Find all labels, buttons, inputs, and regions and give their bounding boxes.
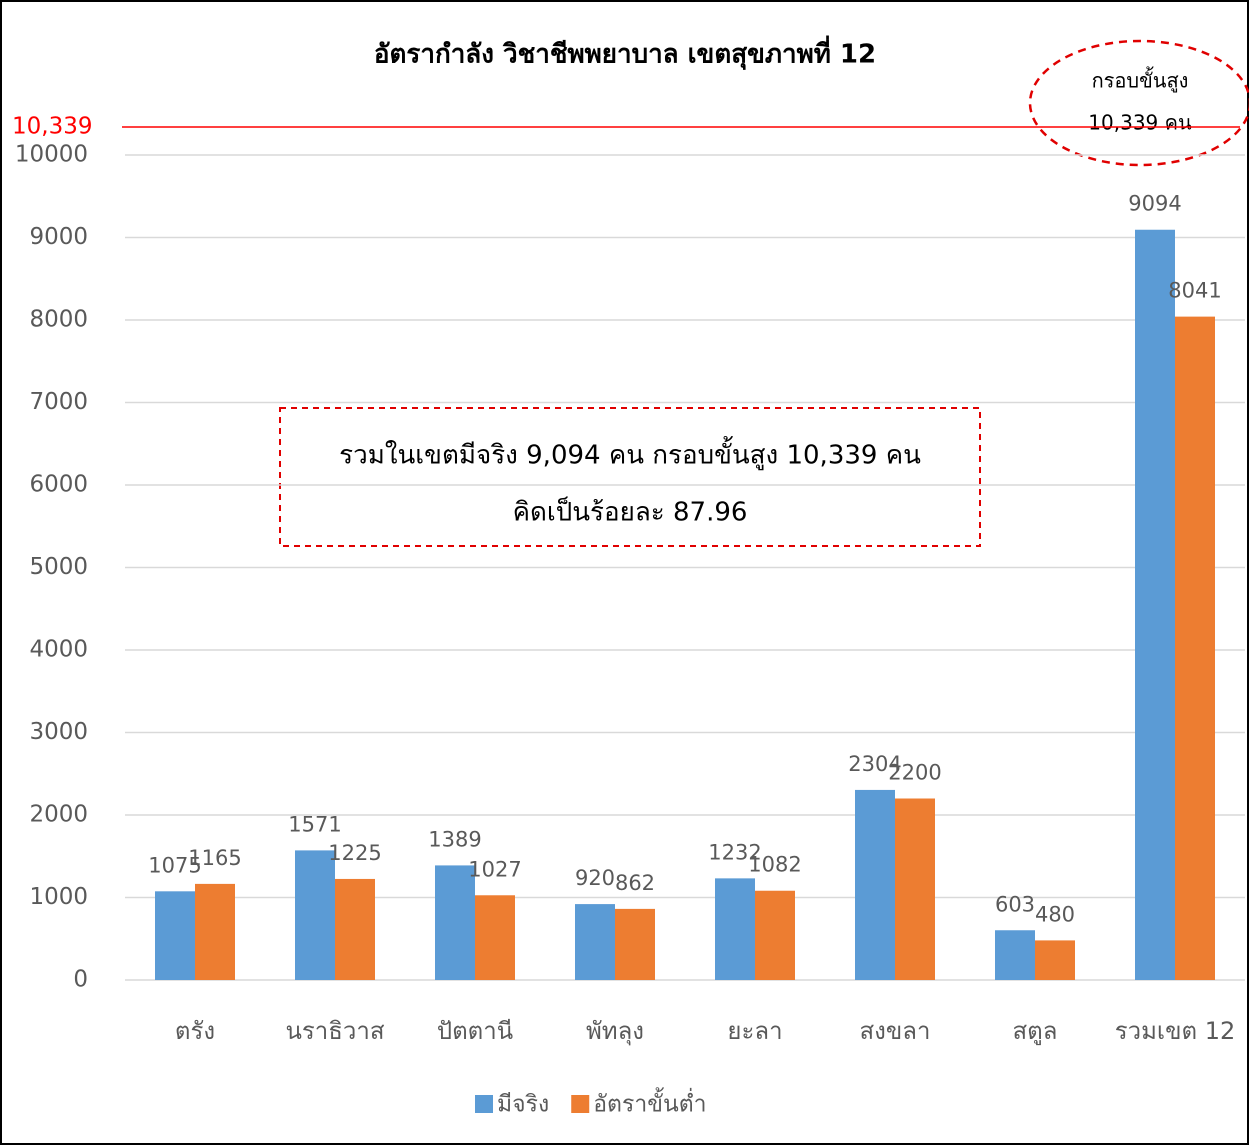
x-tick-label: ยะลา [727, 1017, 782, 1045]
data-label: 920 [575, 866, 615, 890]
note-line: รวมในเขตมีจริง 9,094 คน กรอบขั้นสูง 10,3… [339, 436, 921, 471]
bar [855, 789, 895, 980]
data-label: 9094 [1128, 192, 1181, 216]
x-tick-label: พัทลุง [586, 1017, 644, 1046]
y-tick-label: 1000 [29, 884, 88, 910]
y-tick-label: 3000 [29, 719, 88, 745]
legend-label: มีจริง [497, 1092, 549, 1118]
data-label: 1232 [708, 840, 761, 864]
x-tick-label: นราธิวาส [285, 1017, 384, 1045]
bar [995, 930, 1035, 980]
y-tick-label: 10000 [15, 142, 88, 168]
bar [335, 878, 375, 980]
y-tick-label: 2000 [29, 802, 88, 828]
legend-swatch [475, 1095, 493, 1113]
y-tick-label: 6000 [29, 472, 88, 498]
bar [435, 865, 475, 980]
callout-line: 10,339 คน [1088, 111, 1192, 135]
bar [195, 883, 235, 980]
reference-label: 10,339 [12, 114, 92, 140]
legend-swatch [571, 1095, 590, 1113]
bar [1175, 316, 1215, 980]
data-label: 2200 [888, 761, 941, 785]
bar [295, 850, 335, 980]
x-tick-label: รวมเขต 12 [1115, 1017, 1236, 1045]
chart-title: อัตรากำลัง วิชาชีพพยาบาล เขตสุขภาพที่ 12 [374, 35, 876, 71]
x-tick-label: สงขลา [860, 1017, 931, 1045]
bar [1035, 940, 1075, 980]
y-tick-label: 0 [73, 967, 88, 993]
data-label: 1082 [748, 853, 801, 877]
y-tick-label: 4000 [29, 637, 88, 663]
data-label: 2304 [848, 752, 901, 776]
data-label: 1027 [468, 857, 521, 881]
bar [755, 890, 795, 980]
bar [475, 895, 515, 980]
note-line: คิดเป็นร้อยละ 87.96 [513, 496, 748, 528]
legend-label: อัตราขั้นต่ำ [593, 1088, 706, 1118]
bar [575, 904, 615, 980]
callout-ellipse [1028, 39, 1249, 167]
x-tick-label: สตูล [1013, 1017, 1058, 1046]
bar [155, 891, 195, 980]
data-label: 1571 [288, 812, 341, 836]
bar [1135, 229, 1175, 980]
data-label: 862 [615, 871, 655, 895]
callout-line: กรอบขั้นสูง [1092, 67, 1189, 94]
bar [895, 798, 935, 980]
y-tick-label: 7000 [29, 389, 88, 415]
x-tick-label: ตรัง [175, 1017, 215, 1045]
bar [615, 908, 655, 980]
y-tick-label: 5000 [29, 554, 88, 580]
data-label: 1389 [428, 827, 481, 851]
y-tick-label: 8000 [29, 307, 88, 333]
data-label: 1165 [188, 846, 241, 870]
data-label: 480 [1035, 902, 1075, 926]
bar [715, 878, 755, 980]
data-label: 1075 [148, 853, 201, 877]
note-box [279, 407, 981, 547]
x-tick-label: ปัตตานี [437, 1017, 513, 1045]
data-label: 603 [995, 892, 1035, 916]
data-label: 1225 [328, 841, 381, 865]
y-tick-label: 9000 [29, 224, 88, 250]
data-label: 8041 [1168, 279, 1221, 303]
